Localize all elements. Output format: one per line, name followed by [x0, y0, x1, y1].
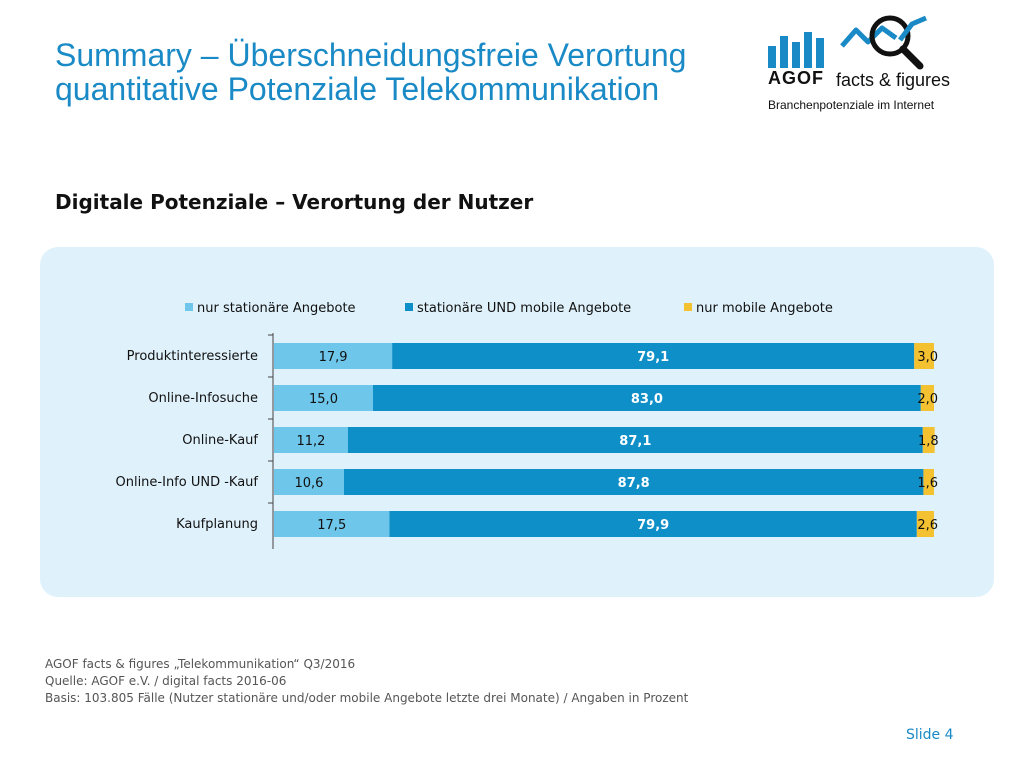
- bar-segment: [274, 385, 373, 411]
- bar-segment: [274, 469, 344, 495]
- magnifier-bar-chart-icon: [768, 15, 927, 70]
- legend-swatch: [185, 303, 193, 311]
- bar-segment: [923, 469, 934, 495]
- data-label: 1,6: [917, 476, 938, 491]
- category-label: Kaufplanung: [176, 517, 258, 532]
- data-label: 2,0: [917, 392, 938, 407]
- bar-segment: [914, 343, 934, 369]
- legend-swatch: [405, 303, 413, 311]
- category-label: Produktinteressierte: [127, 349, 258, 364]
- stacked-bar-chart: nur stationäre Angebote stationäre UND mo…: [115, 301, 939, 549]
- source-notes: AGOF facts & figures „Telekommunikation“…: [45, 656, 688, 707]
- bar-segment: [922, 427, 935, 453]
- data-label: 87,8: [618, 476, 650, 491]
- bar-segment: [347, 427, 923, 453]
- data-label: 11,2: [296, 434, 325, 449]
- data-label: 3,0: [917, 350, 938, 365]
- bar-segment: [920, 385, 934, 411]
- bar-segment: [274, 511, 390, 537]
- page-title-line-2: quantitative Potenziale Telekommunikatio…: [55, 71, 660, 107]
- legend-label: nur mobile Angebote: [696, 301, 833, 316]
- agof-logo: AGOF facts & figures Branchenpotenziale …: [760, 12, 960, 122]
- bar-segment: [274, 343, 393, 369]
- data-label: 15,0: [309, 392, 338, 407]
- chart-heading: Digitale Potenziale – Verortung der Nutz…: [55, 190, 534, 214]
- logo-brand: AGOF: [768, 68, 824, 88]
- data-label: 1,8: [918, 434, 939, 449]
- chart-panel: nur stationäre Angebote stationäre UND mo…: [40, 247, 994, 597]
- data-label: 2,6: [917, 518, 938, 533]
- bar-segment: [916, 511, 934, 537]
- legend-swatch: [684, 303, 692, 311]
- legend-label: stationäre UND mobile Angebote: [417, 301, 631, 316]
- page-title: Summary – Überschneidungsfreie Verortung…: [55, 38, 815, 106]
- bar-segment: [373, 385, 921, 411]
- bar-segment: [389, 511, 917, 537]
- category-label: Online-Info UND -Kauf: [115, 475, 258, 490]
- bar-segment: [274, 427, 348, 453]
- data-label: 79,9: [637, 518, 669, 533]
- logo-tagline: Branchenpotenziale im Internet: [768, 98, 935, 112]
- source-line-2: Quelle: AGOF e.V. / digital facts 2016-0…: [45, 674, 287, 688]
- page-title-line-1: Summary – Überschneidungsfreie Verortung: [55, 37, 687, 73]
- bar-segment: [343, 469, 924, 495]
- source-line-3: Basis: 103.805 Fälle (Nutzer stationäre …: [45, 691, 689, 705]
- bar-segment: [392, 343, 915, 369]
- source-line-1: AGOF facts & figures „Telekommunikation“…: [45, 657, 356, 671]
- data-label: 10,6: [295, 476, 324, 491]
- logo-name: facts & figures: [836, 70, 951, 90]
- data-label: 17,5: [317, 518, 346, 533]
- category-label: Online-Kauf: [182, 433, 258, 448]
- data-label: 79,1: [637, 350, 669, 365]
- slide-number: Slide 4: [906, 727, 954, 743]
- legend-label: nur stationäre Angebote: [197, 301, 356, 316]
- data-label: 87,1: [619, 434, 651, 449]
- data-label: 83,0: [631, 392, 663, 407]
- category-label: Online-Infosuche: [148, 391, 258, 406]
- data-label: 17,9: [319, 350, 348, 365]
